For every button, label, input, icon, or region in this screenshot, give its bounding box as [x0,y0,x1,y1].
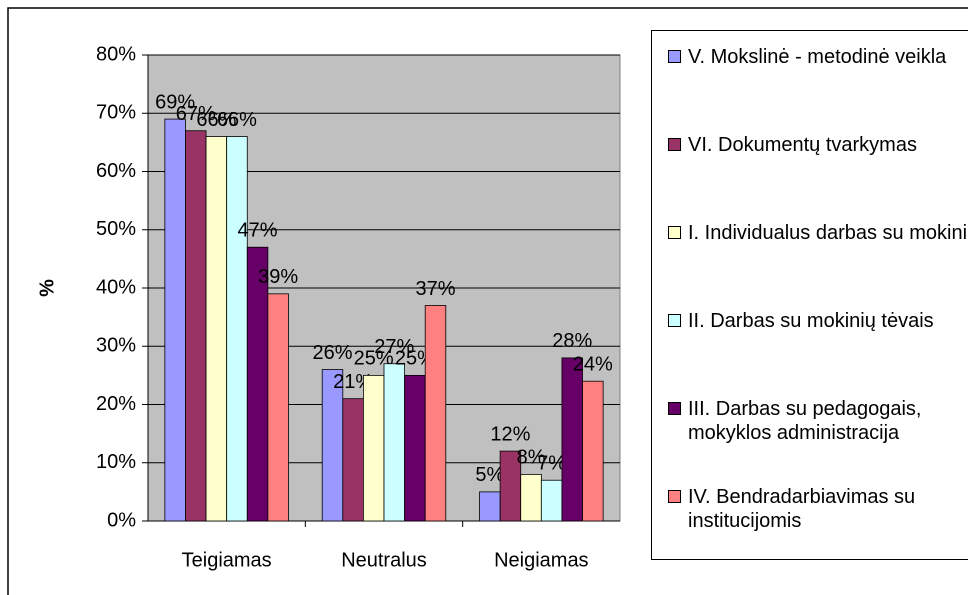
legend: V. Mokslinė - metodinė veikla VI. Dokumen… [651,30,968,560]
legend-label: III. Darbas su pedagogais, mokyklos admi… [688,398,922,444]
y-tick-label: 20% [96,393,136,415]
x-tick-label: Neigiamas [494,549,588,571]
legend-item: VI. Dokumentų tvarkymas [668,133,968,157]
y-tick-label: 80% [96,43,136,65]
value-label: 27% [374,336,414,358]
value-label: 24% [573,353,613,375]
y-tick-label: 10% [96,451,136,473]
value-label: 7% [537,453,566,475]
y-tick-label: 0% [107,509,136,531]
bar [267,293,289,522]
legend-swatch [668,138,681,151]
value-label: 66% [217,109,257,131]
value-label: 69% [155,91,195,113]
bar [342,398,364,522]
value-label: 67% [176,103,216,125]
value-label: 5% [475,464,504,486]
legend-label: IV. Bendradarbiavimas su institucijomis [688,486,916,532]
value-label: 39% [258,266,298,288]
legend-item: III. Darbas su pedagogais, mokyklos admi… [668,397,968,445]
bar [404,374,426,522]
legend-swatch [668,314,681,327]
legend-label: V. Mokslinė - metodinė veikla [688,46,947,68]
legend-item: II. Darbas su mokinių tėvais [668,309,968,333]
value-label: 26% [312,342,352,364]
legend-label: VI. Dokumentų tvarkymas [688,134,917,156]
bar [582,380,604,522]
value-label: 28% [552,330,592,352]
legend-swatch [668,402,681,415]
legend-label: II. Darbas su mokinių tėvais [688,310,934,332]
value-label: 12% [490,423,530,445]
value-label: 66% [196,109,236,131]
y-tick-label: 60% [96,160,136,182]
legend-swatch [668,226,681,239]
bar [164,118,186,522]
y-axis-label: % [36,279,58,297]
y-tick-label: 50% [96,218,136,240]
bar [383,363,406,522]
bar [362,374,385,522]
legend-swatch [668,50,681,63]
y-tick-label: 40% [96,276,136,298]
x-tick-label: Neutralus [341,549,427,571]
bar [205,136,228,522]
legend-item: IV. Bendradarbiavimas su institucijomis [668,485,968,533]
bar [226,136,248,522]
legend-label: I. Individualus darbas su mokiniu [688,222,968,244]
bar [246,246,269,522]
bar [479,491,501,522]
bar [561,357,583,522]
value-label: 8% [517,447,546,469]
y-tick-label: 70% [96,102,136,124]
y-tick-label: 30% [96,335,136,357]
bar [540,479,563,522]
bar [424,305,447,522]
bar [185,130,207,522]
x-tick-label: Teigiamas [182,549,272,571]
legend-item: V. Mokslinė - metodinė veikla [668,45,968,69]
legend-swatch [668,490,681,503]
value-label: 47% [238,220,278,242]
chart-frame [7,7,968,595]
legend-item: I. Individualus darbas su mokiniu [668,221,968,245]
bar [520,473,542,522]
value-label: 37% [415,278,455,300]
